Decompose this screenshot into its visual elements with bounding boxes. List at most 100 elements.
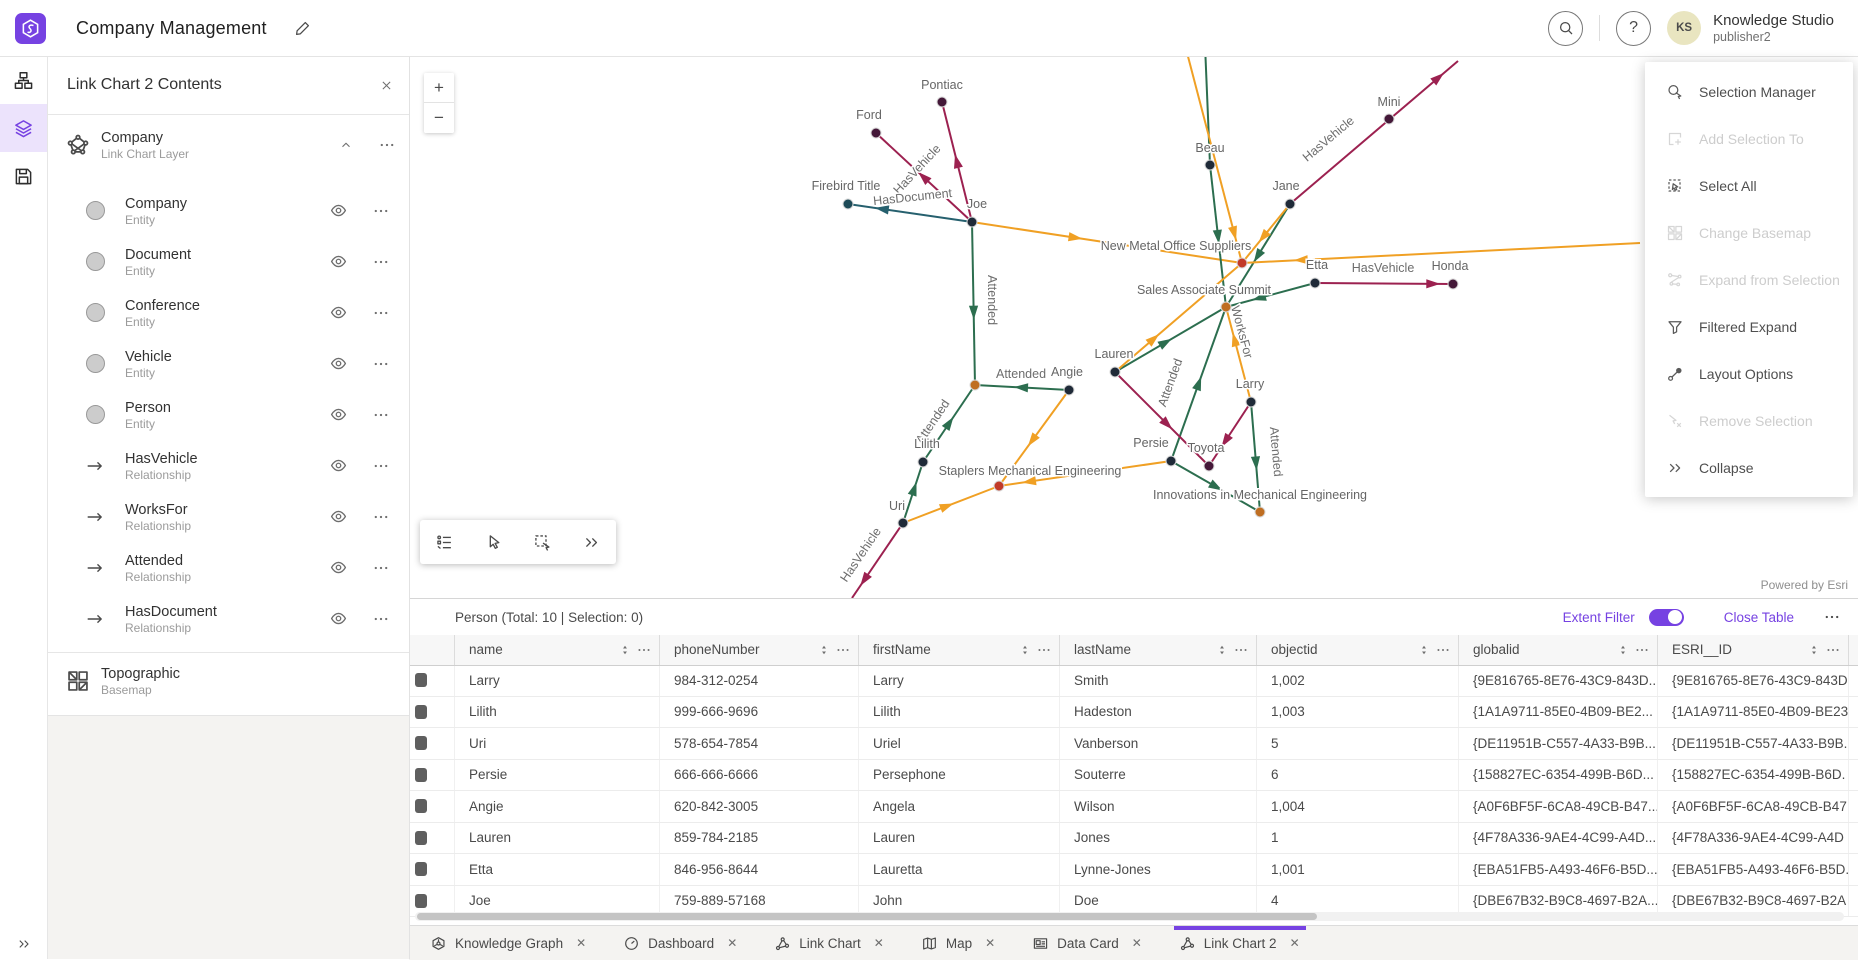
close-tab-icon[interactable]: ✕ bbox=[1131, 936, 1142, 950]
node-innovations[interactable] bbox=[1254, 506, 1266, 518]
edge-Attended[interactable] bbox=[1204, 56, 1211, 166]
horizontal-scrollbar[interactable] bbox=[415, 912, 1844, 921]
visibility-eye-icon[interactable] bbox=[330, 355, 347, 372]
ellipsis-icon[interactable] bbox=[1037, 643, 1051, 657]
edge-WorksFor[interactable] bbox=[1241, 242, 1641, 264]
node-firebird[interactable] bbox=[842, 198, 854, 210]
node-etta[interactable] bbox=[1309, 277, 1321, 289]
close-tab-icon[interactable]: ✕ bbox=[1289, 936, 1300, 950]
ellipsis-icon[interactable] bbox=[373, 356, 389, 372]
help-icon[interactable]: ? bbox=[1616, 10, 1652, 46]
node-lilith[interactable] bbox=[917, 456, 929, 468]
row-checkbox[interactable] bbox=[415, 673, 427, 688]
column-header-globalid[interactable]: globalid bbox=[1459, 634, 1658, 665]
sort-icon[interactable] bbox=[619, 644, 631, 656]
node-mini[interactable] bbox=[1383, 113, 1395, 125]
visibility-eye-icon[interactable] bbox=[330, 304, 347, 321]
edge-HasVehicle[interactable] bbox=[1208, 401, 1252, 467]
tab-dashboard[interactable]: Dashboard ✕ bbox=[618, 926, 743, 960]
menu-item-filtered-expand[interactable]: Filtered Expand bbox=[1645, 303, 1853, 350]
ellipsis-icon[interactable] bbox=[373, 203, 389, 219]
visibility-eye-icon[interactable] bbox=[330, 406, 347, 423]
ellipsis-icon[interactable] bbox=[637, 643, 651, 657]
layer-item-person[interactable]: Person Entity bbox=[47, 389, 409, 440]
toolbar-chevrons-icon[interactable] bbox=[583, 534, 600, 551]
chevron-up-icon[interactable] bbox=[339, 138, 353, 152]
menu-item-selection-manager[interactable]: Selection Manager bbox=[1645, 68, 1853, 115]
visibility-eye-icon[interactable] bbox=[330, 202, 347, 219]
menu-item-layout-options[interactable]: Layout Options bbox=[1645, 350, 1853, 397]
table-row[interactable]: Etta 846-956-8644 Lauretta Lynne-Jones 1,001… bbox=[409, 854, 1858, 886]
sort-icon[interactable] bbox=[1019, 644, 1031, 656]
node-jane[interactable] bbox=[1284, 198, 1296, 210]
visibility-eye-icon[interactable] bbox=[330, 610, 347, 627]
node-toyota[interactable] bbox=[1203, 460, 1215, 472]
node-lauren[interactable] bbox=[1109, 366, 1121, 378]
table-row[interactable]: Angie 620-842-3005 Angela Wilson 1,004 {A0F6B… bbox=[409, 791, 1858, 823]
edge-Attended[interactable] bbox=[971, 221, 976, 386]
node-honda[interactable] bbox=[1447, 278, 1459, 290]
table-row[interactable]: Lauren 859-784-2185 Lauren Jones 1 {4F78A336-… bbox=[409, 822, 1858, 854]
layer-row[interactable]: Company Link Chart Layer bbox=[47, 115, 409, 171]
node-pontiac[interactable] bbox=[936, 96, 948, 108]
tab-link-chart[interactable]: Link Chart ✕ bbox=[769, 926, 890, 960]
menu-item-select-all[interactable]: Select All bbox=[1645, 162, 1853, 209]
visibility-eye-icon[interactable] bbox=[330, 253, 347, 270]
scrollbar-thumb[interactable] bbox=[417, 913, 1317, 920]
row-checkbox[interactable] bbox=[415, 736, 427, 751]
search-icon[interactable] bbox=[1548, 10, 1584, 46]
toolbar-legend-icon[interactable] bbox=[436, 534, 453, 551]
basemap-row[interactable]: Topographic Basemap bbox=[47, 653, 409, 709]
edge-WorksFor[interactable] bbox=[1114, 262, 1243, 373]
rail-item-project-hierarchy[interactable] bbox=[0, 56, 47, 104]
column-header-firstName[interactable]: firstName bbox=[859, 634, 1060, 665]
row-checkbox[interactable] bbox=[415, 799, 427, 814]
table-row[interactable]: Uri 578-654-7854 Uriel Vanberson 5 {DE11951B-… bbox=[409, 728, 1858, 760]
layer-item-document[interactable]: Document Entity bbox=[47, 236, 409, 287]
ellipsis-icon[interactable] bbox=[1635, 643, 1649, 657]
node-beau[interactable] bbox=[1204, 159, 1216, 171]
close-tab-icon[interactable]: ✕ bbox=[873, 936, 884, 950]
table-row[interactable]: Persie 666-666-6666 Persephone Souterre 6 {15… bbox=[409, 759, 1858, 791]
layer-item-vehicle[interactable]: Vehicle Entity bbox=[47, 338, 409, 389]
node-uri[interactable] bbox=[897, 517, 909, 529]
zoom-in-button[interactable]: + bbox=[424, 73, 454, 103]
node-newmetal[interactable] bbox=[1236, 257, 1248, 269]
table-options-icon[interactable] bbox=[1824, 609, 1840, 625]
layer-item-worksfor[interactable]: WorksFor Relationship bbox=[47, 491, 409, 542]
menu-item-collapse[interactable]: Collapse bbox=[1645, 444, 1853, 491]
row-checkbox[interactable] bbox=[415, 862, 427, 877]
ellipsis-icon[interactable] bbox=[1436, 643, 1450, 657]
tab-map[interactable]: Map ✕ bbox=[916, 926, 1001, 960]
layer-item-company[interactable]: Company Entity bbox=[47, 185, 409, 236]
visibility-eye-icon[interactable] bbox=[330, 559, 347, 576]
avatar[interactable]: KS bbox=[1667, 11, 1702, 45]
sort-icon[interactable] bbox=[818, 644, 830, 656]
column-header-objectid[interactable]: objectid bbox=[1257, 634, 1459, 665]
visibility-eye-icon[interactable] bbox=[330, 457, 347, 474]
ellipsis-icon[interactable] bbox=[373, 458, 389, 474]
close-tab-icon[interactable]: ✕ bbox=[576, 936, 587, 950]
edge-WorksFor[interactable] bbox=[971, 221, 1243, 264]
column-header-name[interactable]: name bbox=[455, 634, 660, 665]
layer-item-hasdocument[interactable]: HasDocument Relationship bbox=[47, 593, 409, 644]
edge-HasDocument[interactable] bbox=[847, 203, 973, 223]
node-conf2[interactable] bbox=[969, 379, 981, 391]
toolbar-cursor-icon[interactable] bbox=[485, 534, 502, 551]
visibility-eye-icon[interactable] bbox=[330, 508, 347, 525]
sort-icon[interactable] bbox=[1617, 644, 1629, 656]
node-larry[interactable] bbox=[1245, 396, 1257, 408]
sort-icon[interactable] bbox=[1808, 644, 1820, 656]
ellipsis-icon[interactable] bbox=[1234, 643, 1248, 657]
select-all-column-header[interactable] bbox=[409, 634, 455, 665]
layer-item-conference[interactable]: Conference Entity bbox=[47, 287, 409, 338]
table-row[interactable]: Lilith 999-666-9696 Lilith Hadeston 1,003 {1A… bbox=[409, 696, 1858, 728]
edge-Attended[interactable] bbox=[1225, 282, 1316, 308]
ellipsis-icon[interactable] bbox=[1826, 643, 1840, 657]
tab-data-card[interactable]: Data Card ✕ bbox=[1027, 926, 1148, 960]
toolbar-selrect-icon[interactable] bbox=[534, 534, 551, 551]
ellipsis-icon[interactable] bbox=[836, 643, 850, 657]
node-angie[interactable] bbox=[1063, 384, 1075, 396]
extent-filter-toggle[interactable] bbox=[1648, 608, 1684, 626]
edge-WorksFor[interactable] bbox=[1185, 56, 1243, 264]
